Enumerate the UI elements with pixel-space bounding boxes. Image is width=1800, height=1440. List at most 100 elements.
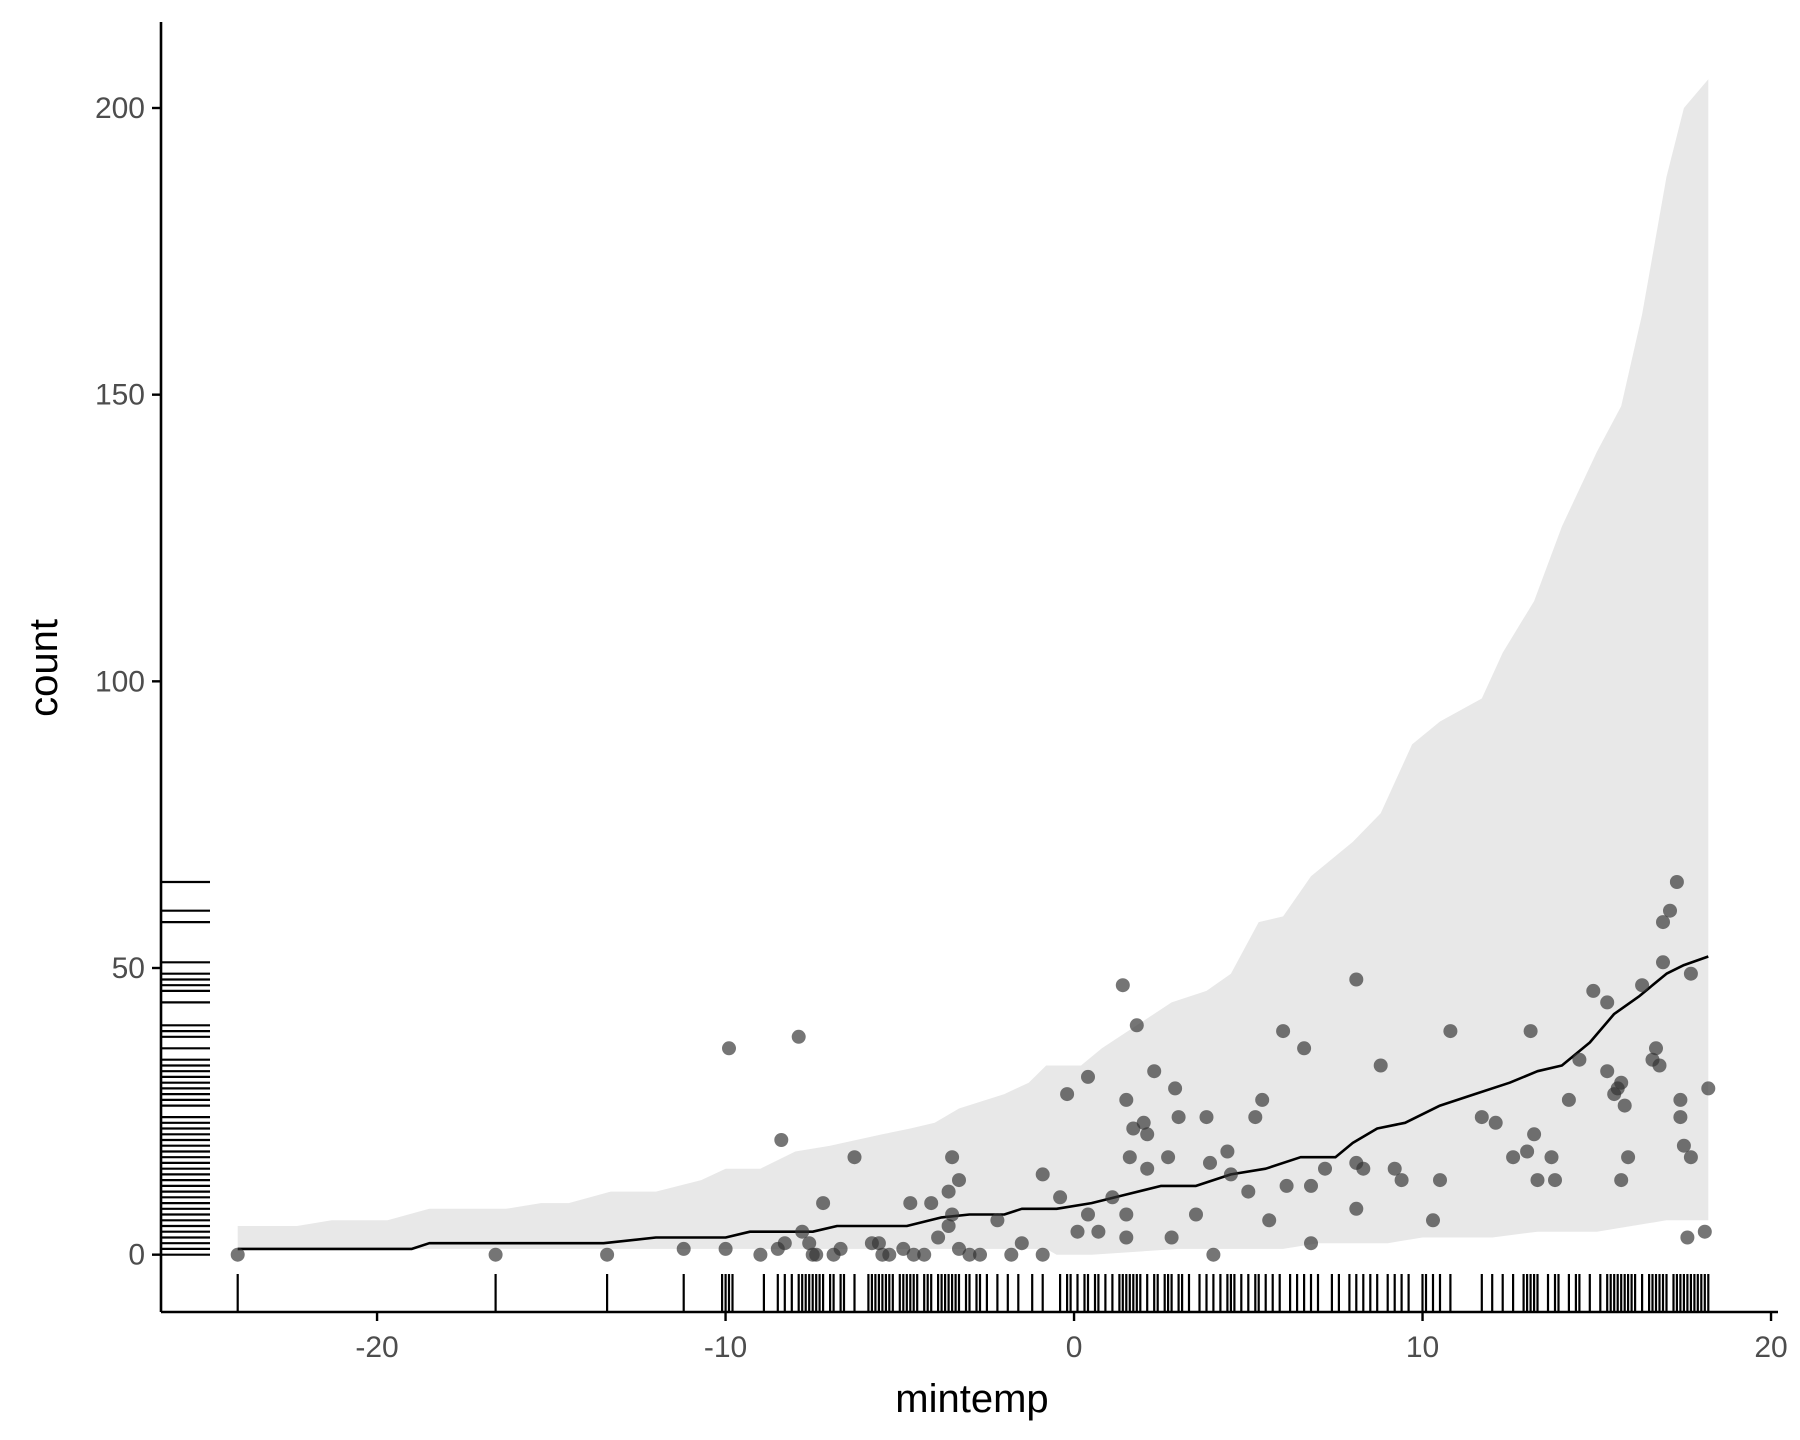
data-point <box>230 1247 245 1262</box>
data-point <box>1561 1092 1576 1107</box>
data-point <box>1572 1052 1587 1067</box>
data-point <box>1506 1150 1521 1165</box>
data-point <box>1136 1115 1151 1130</box>
confidence-band <box>237 79 1709 1255</box>
data-point <box>1530 1173 1545 1188</box>
y-tick-label: 200 <box>95 92 145 125</box>
x-tick-label: 0 <box>1066 1331 1083 1364</box>
data-point <box>962 1247 977 1262</box>
data-point <box>1614 1173 1629 1188</box>
data-point <box>903 1196 918 1211</box>
data-point <box>791 1029 806 1044</box>
x-tick-label: 10 <box>1406 1331 1439 1364</box>
data-point <box>1680 1230 1695 1245</box>
data-point <box>1617 1098 1632 1113</box>
data-point <box>1255 1092 1270 1107</box>
data-point <box>1683 966 1698 981</box>
y-tick-label: 100 <box>95 665 145 698</box>
data-point <box>917 1247 932 1262</box>
data-point <box>990 1213 1005 1228</box>
data-point <box>906 1247 921 1262</box>
data-point <box>1621 1150 1636 1165</box>
y-rug <box>161 880 210 1256</box>
data-point <box>896 1241 911 1256</box>
data-point <box>1053 1190 1068 1205</box>
data-point <box>816 1196 831 1211</box>
data-point <box>1035 1167 1050 1182</box>
data-point <box>1426 1213 1440 1228</box>
data-point <box>1673 1110 1688 1125</box>
data-point <box>1223 1167 1238 1182</box>
data-point <box>1373 1058 1388 1073</box>
x-tick-label: 20 <box>1754 1331 1787 1364</box>
x-tick-label: -20 <box>355 1331 398 1364</box>
data-point <box>1164 1230 1179 1245</box>
data-point <box>1394 1173 1409 1188</box>
data-point <box>973 1247 987 1262</box>
data-point <box>1635 978 1650 993</box>
data-point <box>833 1241 848 1256</box>
y-axis-title: count <box>22 619 66 717</box>
data-point <box>600 1247 615 1262</box>
confidence-band-area <box>237 79 1709 1255</box>
data-point <box>1544 1150 1559 1165</box>
data-point <box>1081 1069 1095 1084</box>
data-point <box>1652 1058 1667 1073</box>
data-point <box>1669 875 1684 889</box>
data-point <box>1119 1207 1134 1222</box>
data-point <box>774 1133 789 1147</box>
data-point <box>1656 955 1670 970</box>
data-point <box>1600 1064 1615 1079</box>
data-point <box>1091 1224 1106 1239</box>
data-point <box>1523 1024 1538 1039</box>
data-point <box>1349 1201 1364 1216</box>
data-point <box>1656 915 1670 930</box>
data-point <box>809 1247 824 1262</box>
data-point <box>1199 1110 1214 1125</box>
data-point <box>1527 1127 1542 1142</box>
data-point <box>1161 1150 1176 1165</box>
data-point <box>1140 1161 1155 1176</box>
data-point <box>1248 1110 1263 1125</box>
y-tick-label: 150 <box>95 379 145 412</box>
data-point <box>1004 1247 1019 1262</box>
y-tick-label: 50 <box>112 952 145 985</box>
data-point <box>1126 1121 1141 1136</box>
data-point <box>847 1150 862 1165</box>
data-point <box>945 1207 960 1222</box>
data-point <box>924 1196 939 1211</box>
data-point <box>1035 1247 1050 1262</box>
data-point <box>802 1236 817 1251</box>
data-point <box>1673 1092 1688 1107</box>
data-point <box>952 1241 966 1256</box>
data-point <box>795 1224 810 1239</box>
data-point <box>1304 1178 1318 1193</box>
data-point <box>1070 1224 1085 1239</box>
x-axis-title: mintemp <box>895 1377 1048 1421</box>
y-tick-label: 0 <box>128 1239 145 1272</box>
data-point <box>1203 1155 1217 1170</box>
data-point <box>1140 1127 1155 1142</box>
data-point <box>1701 1081 1716 1096</box>
data-point <box>676 1241 691 1256</box>
data-point <box>753 1247 768 1262</box>
data-point <box>1600 995 1615 1010</box>
data-point <box>1304 1236 1318 1251</box>
x-tick-label: -10 <box>704 1331 747 1364</box>
data-point <box>1520 1144 1535 1159</box>
data-point <box>1697 1224 1712 1239</box>
data-point <box>1676 1138 1691 1153</box>
data-point <box>488 1247 503 1262</box>
data-point <box>1206 1247 1221 1262</box>
data-point <box>1168 1081 1183 1096</box>
data-point <box>1548 1173 1562 1188</box>
data-point <box>1220 1144 1235 1159</box>
data-point <box>1119 1092 1134 1107</box>
data-point <box>1262 1213 1277 1228</box>
data-point <box>722 1041 736 1056</box>
data-point <box>882 1247 897 1262</box>
data-point <box>1649 1041 1663 1056</box>
data-point <box>1387 1161 1402 1176</box>
data-point <box>1349 972 1364 987</box>
data-point <box>1279 1178 1294 1193</box>
